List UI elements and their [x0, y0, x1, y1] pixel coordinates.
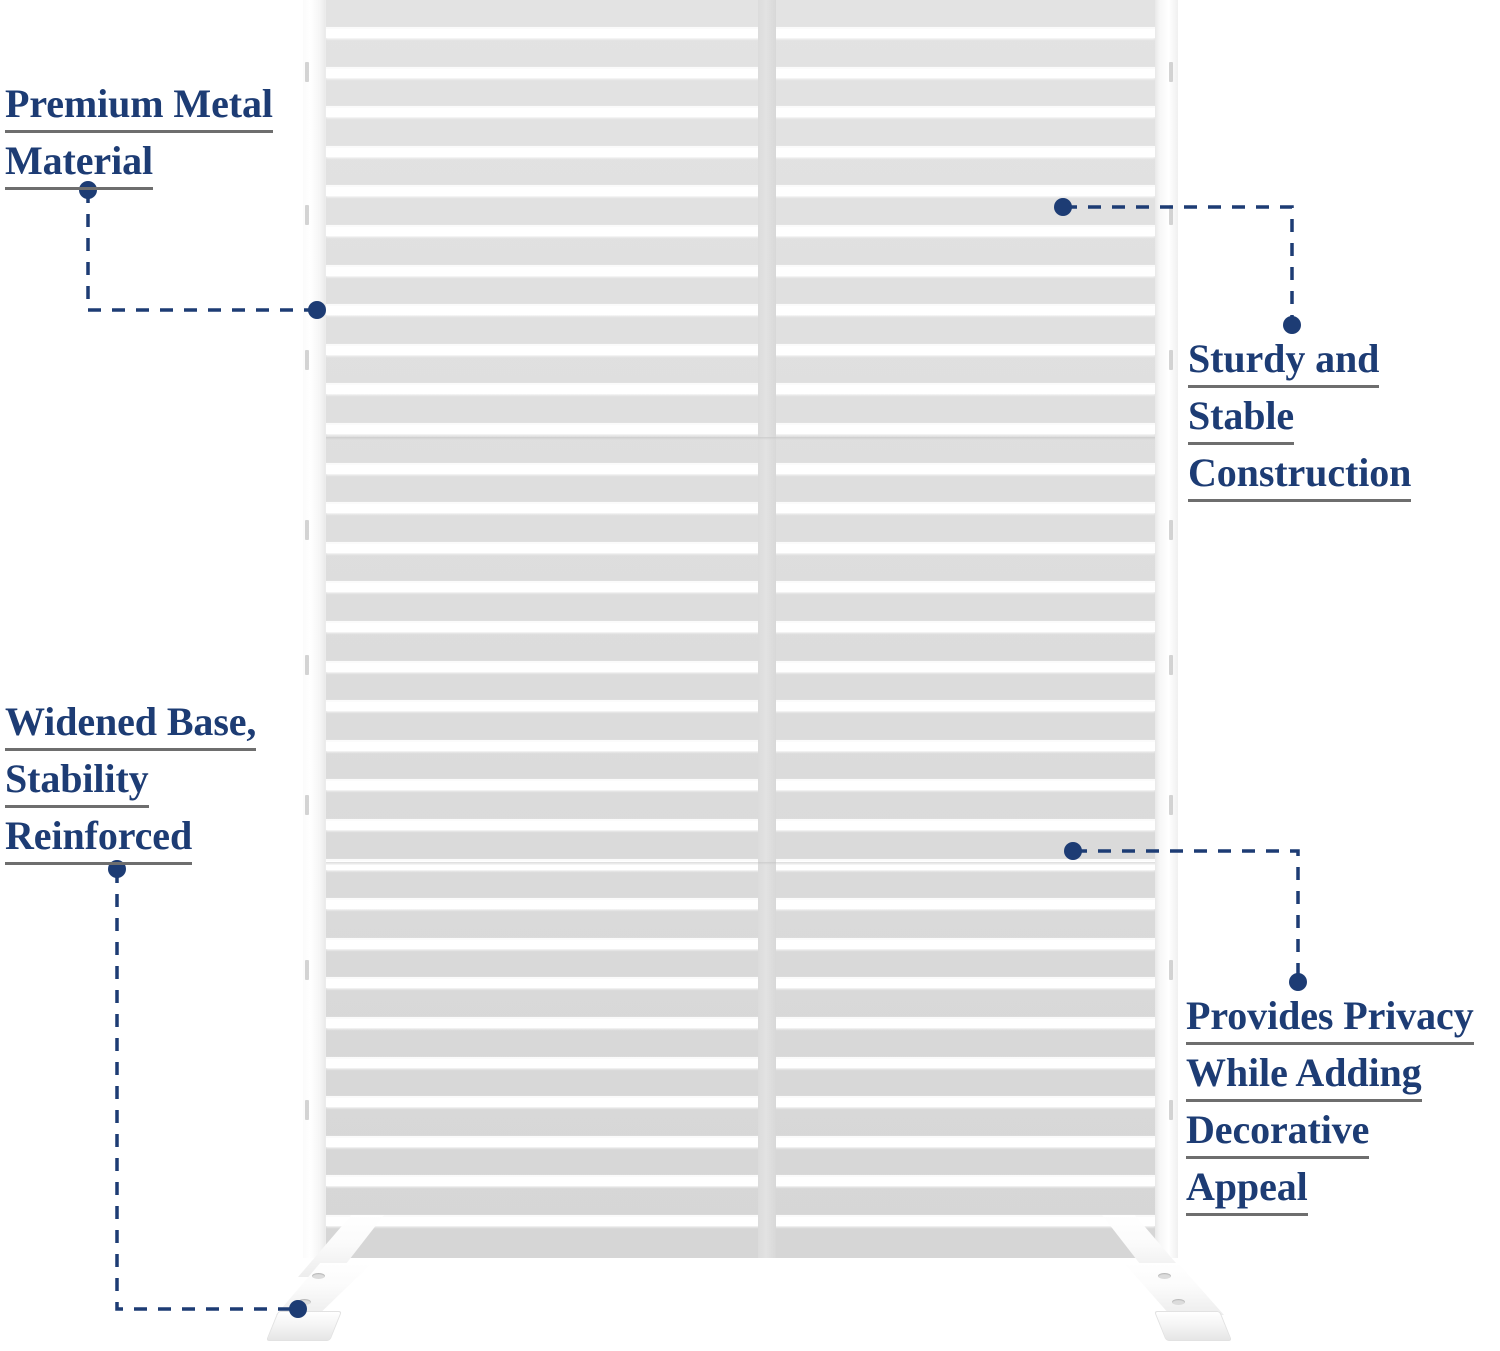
left-frame-post [303, 0, 326, 1258]
left-base-bracket [298, 1215, 384, 1277]
slat-gap [326, 660, 1155, 672]
slat-gap [326, 937, 1155, 949]
connector-dot-product-premium-metal-material [308, 301, 326, 319]
callout-sturdy-stable-construction: Sturdy and Stable Construction [1188, 333, 1411, 504]
bracket-tick-icon [1169, 350, 1173, 370]
slat-gap [326, 106, 1155, 118]
bracket-tick-icon [1169, 795, 1173, 815]
callout-line: Stability [5, 753, 149, 808]
slat-gap [326, 145, 1155, 157]
slat-gap [326, 779, 1155, 791]
bracket-tick-icon [1169, 520, 1173, 540]
panel-seam [326, 437, 1155, 440]
callout-line: Provides Privacy [1186, 990, 1474, 1045]
right-base-bracket [1102, 1215, 1188, 1277]
callout-premium-metal-material: Premium Metal Material [5, 78, 273, 192]
bracket-tick-icon [1169, 655, 1173, 675]
center-mullion [758, 0, 776, 1258]
screen-panel [303, 0, 1178, 1258]
slat-gap [326, 462, 1155, 474]
connector-dot-product-sturdy-stable-construction [1054, 198, 1072, 216]
callout-line: Stable [1188, 390, 1294, 445]
slat-gap [326, 581, 1155, 593]
right-frame-post [1155, 0, 1178, 1258]
slat-gap [326, 383, 1155, 395]
callout-line: Sturdy and [1188, 333, 1379, 388]
slat-gap [326, 502, 1155, 514]
slat-gap [326, 819, 1155, 830]
slat-gap [326, 700, 1155, 712]
panel-seam [326, 862, 1155, 865]
slat-field [326, 0, 1155, 1258]
left-base-tube [265, 1311, 343, 1341]
connector-line-premium-metal-material [86, 190, 316, 312]
slat-gap [326, 225, 1155, 236]
bracket-tick-icon [305, 350, 309, 370]
connector-line-sturdy-stable-construction [1064, 205, 1294, 325]
connector-dot-product-provides-privacy-decorative [1064, 842, 1082, 860]
slat-gap [326, 1017, 1155, 1028]
bracket-tick-icon [305, 960, 309, 980]
slat-gap [326, 541, 1155, 553]
bracket-tick-icon [305, 62, 309, 82]
base-bolt-hole-icon [312, 1273, 325, 1279]
callout-line: While Adding [1186, 1047, 1422, 1102]
slat-gap [326, 304, 1155, 316]
bracket-tick-icon [1169, 1100, 1173, 1120]
slat-gap [326, 1215, 1155, 1226]
slat-gap [326, 66, 1155, 78]
slat-gap [326, 898, 1155, 910]
slat-gap [326, 343, 1155, 355]
callout-line: Decorative [1186, 1104, 1369, 1159]
slat-gap [326, 185, 1155, 197]
bracket-tick-icon [1169, 62, 1173, 82]
callout-line: Widened Base, [5, 696, 256, 751]
connector-dot-text-sturdy-stable-construction [1283, 316, 1301, 334]
left-base-plate [276, 1263, 372, 1315]
callout-line: Construction [1188, 447, 1411, 502]
callout-provides-privacy-decorative: Provides Privacy While Adding Decorative… [1186, 990, 1474, 1218]
bracket-tick-icon [305, 1100, 309, 1120]
base-bolt-hole-icon [298, 1299, 311, 1305]
slat-gap [326, 264, 1155, 276]
slat-gap [326, 621, 1155, 632]
base-bolt-hole-icon [1172, 1299, 1185, 1305]
right-base-plate [1124, 1263, 1224, 1315]
slat-gap [326, 739, 1155, 751]
callout-line: Premium Metal [5, 78, 273, 133]
connector-dot-product-widened-base-stability [289, 1300, 307, 1318]
slat-gap [326, 977, 1155, 989]
callout-line: Reinforced [5, 810, 192, 865]
right-base-foot [1098, 1215, 1238, 1351]
slat-gap [326, 1056, 1155, 1068]
connector-line-widened-base-stability [115, 870, 297, 1311]
slat-gap [326, 423, 1155, 434]
slat-gap [326, 1175, 1155, 1187]
bracket-tick-icon [305, 795, 309, 815]
bracket-tick-icon [305, 205, 309, 225]
bracket-tick-icon [305, 655, 309, 675]
bracket-tick-icon [305, 520, 309, 540]
slat-gap [326, 858, 1155, 870]
connector-dot-text-provides-privacy-decorative [1289, 973, 1307, 991]
connector-line-provides-privacy-decorative [1074, 849, 1300, 982]
slat-gap [326, 1135, 1155, 1147]
callout-line: Appeal [1186, 1161, 1308, 1216]
bracket-tick-icon [1169, 960, 1173, 980]
callout-widened-base-stability: Widened Base, Stability Reinforced [5, 696, 256, 867]
left-base-foot [265, 1215, 388, 1351]
slat-gap [326, 27, 1155, 38]
bracket-tick-icon [1169, 205, 1173, 225]
callout-line: Material [5, 135, 153, 190]
right-base-tube [1153, 1311, 1233, 1341]
slat-gap [326, 1096, 1155, 1108]
base-bolt-hole-icon [1158, 1273, 1171, 1279]
